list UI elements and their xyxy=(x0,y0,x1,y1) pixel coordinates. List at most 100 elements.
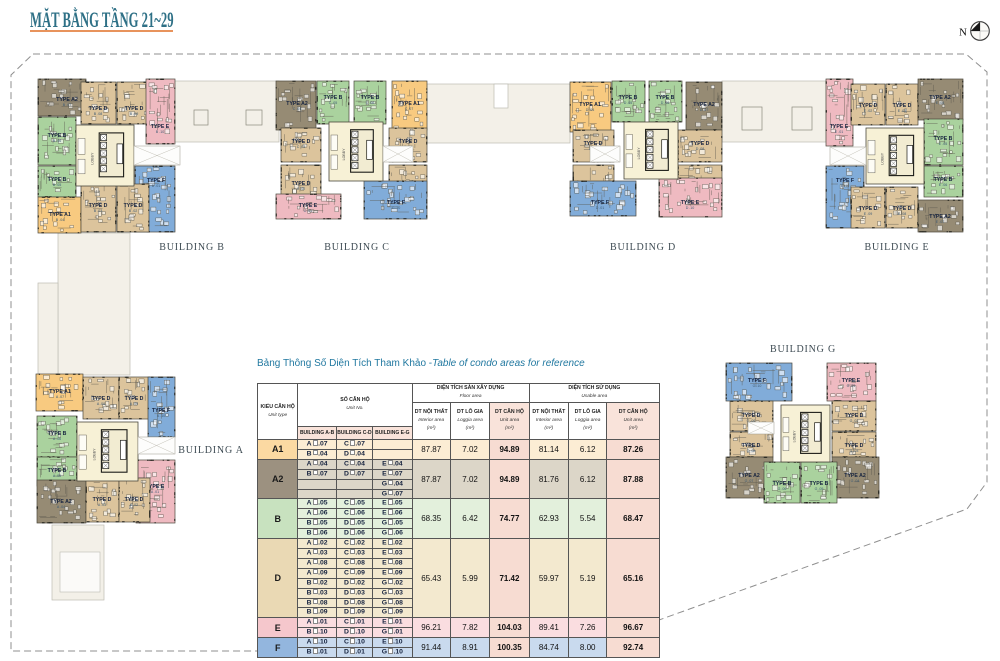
svg-text:E .03: E .03 xyxy=(898,109,906,113)
svg-text:TYPE B: TYPE B xyxy=(48,133,67,139)
svg-text:A .03: A .03 xyxy=(98,503,106,507)
svg-text:C .07: C .07 xyxy=(405,107,414,111)
svg-text:TYPE D: TYPE D xyxy=(845,443,864,449)
svg-text:BUILDING G: BUILDING G xyxy=(770,344,836,355)
svg-text:TYPE A2: TYPE A2 xyxy=(693,102,715,108)
svg-text:LOBBY: LOBBY xyxy=(793,430,797,443)
svg-text:B .03: B .03 xyxy=(94,209,102,213)
svg-text:B .05: B .05 xyxy=(53,183,61,187)
svg-text:TYPE D: TYPE D xyxy=(893,103,912,109)
svg-text:D .08: D .08 xyxy=(696,147,705,151)
svg-text:TYPE A1: TYPE A1 xyxy=(579,102,601,108)
svg-text:TYPE B: TYPE B xyxy=(48,468,67,474)
svg-text:TYPE D: TYPE D xyxy=(742,413,761,419)
svg-text:TYPE B: TYPE B xyxy=(773,481,792,487)
svg-text:TYPE A2: TYPE A2 xyxy=(286,101,308,107)
svg-text:TYPE D: TYPE D xyxy=(89,106,108,112)
svg-text:TYPE B: TYPE B xyxy=(619,95,638,101)
svg-text:E .10: E .10 xyxy=(841,184,849,188)
svg-text:B .02: B .02 xyxy=(129,209,137,213)
svg-text:B .06: B .06 xyxy=(53,139,61,143)
svg-text:B .04: B .04 xyxy=(56,218,64,222)
svg-text:E .02: E .02 xyxy=(864,109,872,113)
svg-text:C .10: C .10 xyxy=(392,206,401,210)
svg-text:TYPE D: TYPE D xyxy=(125,497,144,503)
svg-text:LOBBY: LOBBY xyxy=(90,152,94,165)
svg-text:E .09: E .09 xyxy=(864,212,872,216)
svg-text:B .07: B .07 xyxy=(63,103,71,107)
svg-text:C .06: C .06 xyxy=(366,101,375,105)
svg-text:G .04: G .04 xyxy=(851,479,860,483)
svg-text:A .02: A .02 xyxy=(130,503,138,507)
svg-text:C .02: C .02 xyxy=(297,187,306,191)
svg-text:TYPE E: TYPE E xyxy=(830,124,849,130)
svg-text:D .07: D .07 xyxy=(700,108,709,112)
svg-text:G .09: G .09 xyxy=(747,419,756,423)
svg-text:TYPE D: TYPE D xyxy=(845,413,864,419)
svg-text:E .04: E .04 xyxy=(936,101,944,105)
svg-text:BUILDING B: BUILDING B xyxy=(159,242,225,253)
svg-text:TYPE F: TYPE F xyxy=(152,408,170,414)
svg-text:G .05: G .05 xyxy=(815,487,824,491)
svg-text:A .08: A .08 xyxy=(97,402,105,406)
svg-text:TYPE A2: TYPE A2 xyxy=(929,214,951,220)
svg-text:LOBBY: LOBBY xyxy=(880,152,884,165)
svg-text:B .08: B .08 xyxy=(94,112,102,116)
svg-text:BUILDING E: BUILDING E xyxy=(865,242,930,253)
svg-text:D .01: D .01 xyxy=(596,206,605,210)
svg-text:TYPE E: TYPE E xyxy=(299,203,318,209)
svg-text:A .10: A .10 xyxy=(157,414,165,418)
svg-text:TYPE B: TYPE B xyxy=(324,95,343,101)
svg-text:G .08: G .08 xyxy=(747,449,756,453)
svg-text:D .04: D .04 xyxy=(586,108,595,112)
svg-text:TYPE B: TYPE B xyxy=(361,95,380,101)
svg-text:TYPE D: TYPE D xyxy=(93,497,112,503)
svg-text:TYPE D: TYPE D xyxy=(893,206,912,212)
svg-text:TYPE D: TYPE D xyxy=(859,206,878,212)
svg-text:TYPE D: TYPE D xyxy=(125,396,144,402)
svg-text:TYPE D: TYPE D xyxy=(399,139,418,145)
svg-text:TYPE A1: TYPE A1 xyxy=(49,389,71,395)
svg-text:TYPE F: TYPE F xyxy=(836,178,854,184)
svg-text:G .10: G .10 xyxy=(753,384,762,388)
svg-text:A .09: A .09 xyxy=(130,402,138,406)
svg-text:TYPE A2: TYPE A2 xyxy=(50,499,72,505)
svg-text:TYPE A2: TYPE A2 xyxy=(929,95,951,101)
svg-text:E .01: E .01 xyxy=(835,130,843,134)
svg-text:BUILDING A: BUILDING A xyxy=(178,445,244,456)
svg-text:D .10: D .10 xyxy=(686,206,695,210)
svg-text:LOBBY: LOBBY xyxy=(92,448,96,461)
svg-text:TYPE E: TYPE E xyxy=(681,200,700,206)
svg-text:G .06: G .06 xyxy=(778,487,787,491)
svg-text:G .01: G .01 xyxy=(847,384,856,388)
svg-text:TYPE D: TYPE D xyxy=(92,396,111,402)
svg-text:TYPE F: TYPE F xyxy=(591,200,609,206)
svg-text:TYPE B: TYPE B xyxy=(656,95,675,101)
svg-text:TYPE D: TYPE D xyxy=(125,106,144,112)
svg-text:TYPE B: TYPE B xyxy=(48,431,67,437)
svg-text:A .07: A .07 xyxy=(56,395,64,399)
svg-text:C .04: C .04 xyxy=(293,107,302,111)
svg-text:TYPE F: TYPE F xyxy=(748,378,766,384)
svg-text:TYPE D: TYPE D xyxy=(584,141,603,147)
svg-text:B .09: B .09 xyxy=(130,112,138,116)
svg-text:G .07: G .07 xyxy=(745,479,754,483)
svg-text:TYPE D: TYPE D xyxy=(859,103,878,109)
svg-text:A .04: A .04 xyxy=(57,505,65,509)
svg-text:TYPE D: TYPE D xyxy=(89,203,108,209)
svg-text:TYPE E: TYPE E xyxy=(842,378,861,384)
svg-text:D .06: D .06 xyxy=(661,101,670,105)
svg-text:TYPE F: TYPE F xyxy=(147,178,165,184)
svg-text:G .02: G .02 xyxy=(850,419,859,423)
svg-text:LOBBY: LOBBY xyxy=(342,148,346,161)
svg-text:BUILDING D: BUILDING D xyxy=(610,242,676,253)
svg-text:TYPE A1: TYPE A1 xyxy=(398,101,420,107)
svg-text:G .03: G .03 xyxy=(850,449,859,453)
svg-text:TYPE E: TYPE E xyxy=(151,124,170,130)
svg-text:E .07: E .07 xyxy=(936,220,944,224)
svg-text:BUILDING C: BUILDING C xyxy=(324,242,390,253)
svg-text:A .06: A .06 xyxy=(53,437,61,441)
svg-text:TYPE A1: TYPE A1 xyxy=(49,212,71,218)
svg-text:TYPE D: TYPE D xyxy=(292,181,311,187)
svg-text:E .08: E .08 xyxy=(898,212,906,216)
